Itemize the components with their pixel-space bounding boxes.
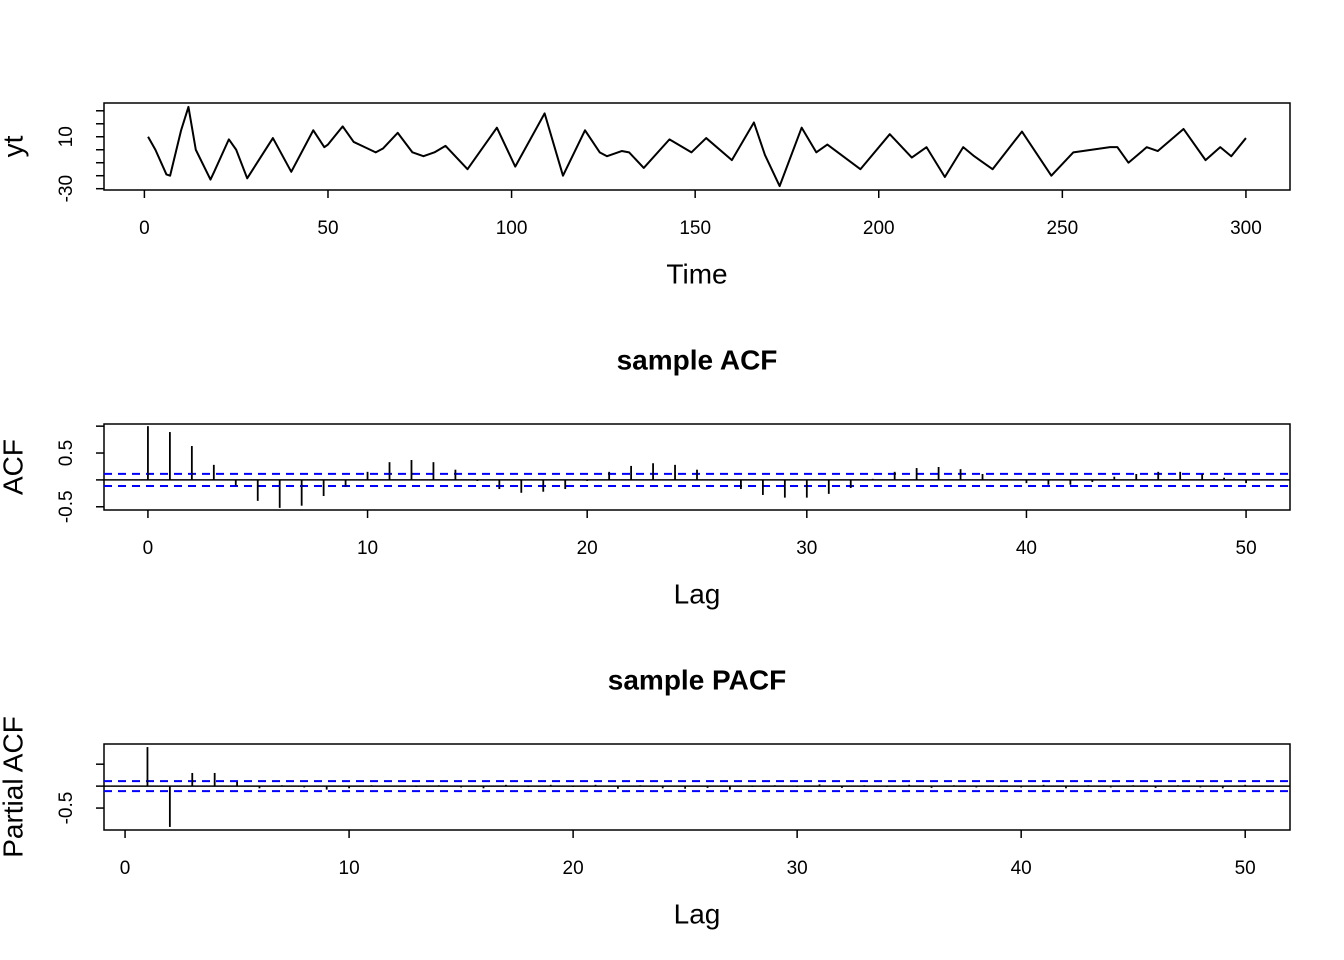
plot-frame <box>103 423 1291 511</box>
y-tick-label: -0.5 <box>56 792 77 825</box>
y-tick-label: -0.5 <box>56 490 77 523</box>
x-tick-label: 20 <box>577 538 598 559</box>
y-tick-label: -30 <box>56 175 77 202</box>
x-tick-label: 300 <box>1230 218 1262 239</box>
x-axis-label: Lag <box>674 898 721 929</box>
x-tick-label: 200 <box>863 218 895 239</box>
x-tick-label: 100 <box>496 218 528 239</box>
plot-frame <box>103 102 1291 191</box>
x-tick-label: 150 <box>679 218 711 239</box>
y-axis-label: yt <box>0 135 28 157</box>
y-axis-label: ACF <box>0 439 28 495</box>
x-tick-label: 50 <box>317 218 338 239</box>
x-tick-label: 30 <box>787 858 808 879</box>
x-tick-label: 30 <box>796 538 817 559</box>
x-axis-label: Lag <box>674 578 721 609</box>
y-tick-label: 0.5 <box>56 440 77 466</box>
x-tick-label: 0 <box>139 218 150 239</box>
plot-frame <box>103 743 1291 831</box>
y-axis-label: Partial ACF <box>0 716 28 858</box>
chart-title: sample ACF <box>617 344 778 375</box>
x-tick-label: 50 <box>1235 858 1256 879</box>
x-axis-label: Time <box>666 258 727 289</box>
x-tick-label: 0 <box>143 538 154 559</box>
x-tick-label: 0 <box>120 858 131 879</box>
y-tick-label: 10 <box>56 126 77 147</box>
x-tick-label: 40 <box>1011 858 1032 879</box>
series-line <box>147 105 1247 188</box>
x-tick-label: 250 <box>1046 218 1078 239</box>
x-tick-label: 40 <box>1016 538 1037 559</box>
x-tick-label: 10 <box>357 538 378 559</box>
x-tick-label: 50 <box>1236 538 1257 559</box>
x-tick-label: 10 <box>339 858 360 879</box>
x-tick-label: 20 <box>563 858 584 879</box>
chart-title: sample PACF <box>608 664 786 695</box>
